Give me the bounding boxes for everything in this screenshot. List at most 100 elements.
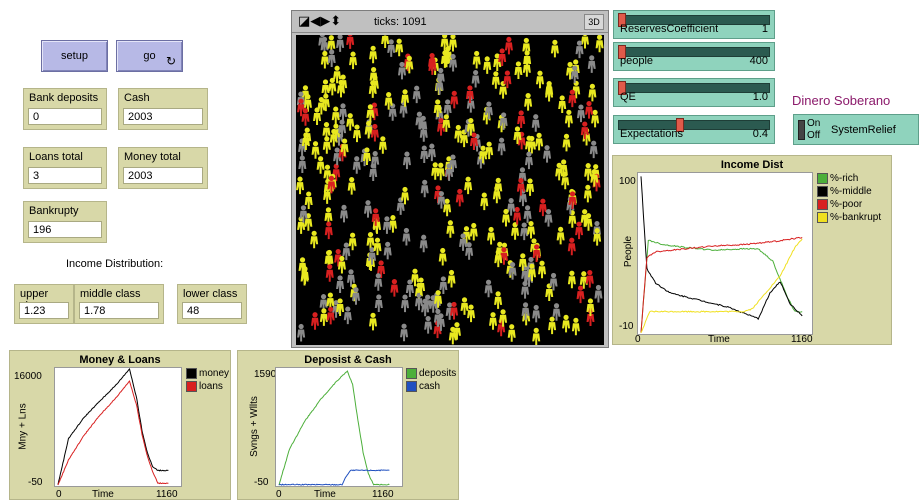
person-turtle [538, 198, 547, 217]
monitor-value: 3 [28, 167, 102, 184]
slider-knob[interactable] [618, 13, 626, 27]
x-axis-label: Time [314, 489, 336, 500]
qe-slider[interactable]: QE 1.0 [613, 78, 775, 107]
slider-knob[interactable] [618, 81, 626, 95]
slider-track[interactable] [618, 120, 770, 130]
person-turtle [465, 85, 474, 103]
person-turtle [310, 230, 319, 249]
person-turtle [522, 59, 531, 77]
person-turtle [362, 147, 371, 166]
go-button-label: go [143, 50, 156, 62]
person-turtle [340, 138, 349, 157]
bankrupty-monitor: Bankrupty 196 [23, 201, 107, 243]
person-turtle [452, 322, 461, 340]
person-turtle [585, 270, 594, 288]
person-turtle [513, 206, 522, 225]
legend-swatch [817, 212, 828, 223]
person-turtle [549, 272, 558, 291]
legend-swatch [817, 186, 828, 197]
slider-value: 1 [761, 23, 768, 35]
slider-value: 400 [749, 55, 768, 67]
bank-deposits-monitor: Bank deposits 0 [23, 88, 107, 130]
reserves-coefficient-slider[interactable]: ReservesCoefficient 1 [613, 10, 775, 39]
person-turtle [449, 53, 458, 72]
person-turtle [570, 65, 579, 84]
people-slider[interactable]: people 400 [613, 42, 775, 71]
legend-label: %-rich [830, 173, 859, 184]
money-total-monitor: Money total 2003 [118, 147, 208, 189]
system-relief-switch[interactable]: On Off SystemRelief [793, 114, 919, 145]
person-turtle [364, 200, 373, 218]
setup-button[interactable]: setup [41, 40, 108, 72]
view-controls-icon[interactable]: ◪◀▶⬍ [298, 13, 342, 28]
person-turtle [415, 111, 424, 130]
person-turtle [327, 175, 336, 194]
three-d-button[interactable]: 3D [584, 14, 604, 30]
person-turtle [443, 198, 452, 217]
person-turtle [523, 205, 532, 223]
money-legend: money loans [186, 367, 229, 393]
monitor-value: 0 [28, 108, 102, 125]
person-turtle [366, 104, 375, 122]
slider-track[interactable] [618, 83, 770, 93]
person-turtle [322, 121, 331, 140]
person-turtle [324, 221, 333, 240]
y-min-label: -10 [619, 321, 634, 332]
slider-label: people [620, 55, 654, 67]
person-turtle [538, 260, 547, 279]
series-line-deposits [278, 370, 390, 486]
person-turtle [297, 98, 306, 117]
person-turtle [395, 38, 404, 57]
person-turtle [524, 151, 533, 170]
x-axis-label: Time [92, 489, 114, 500]
person-turtle [545, 83, 554, 102]
slider-knob[interactable] [676, 118, 685, 132]
series-line-bankrupt [640, 238, 803, 334]
slider-knob[interactable] [618, 45, 626, 59]
money-plot-canvas [54, 367, 182, 487]
person-turtle [303, 94, 312, 112]
series-line-middle [640, 176, 803, 321]
expectations-slider[interactable]: Expectations 0.4 [613, 115, 775, 144]
person-turtle [301, 108, 310, 126]
person-turtle [492, 185, 501, 204]
person-turtle [585, 100, 594, 119]
person-turtle [429, 295, 438, 313]
person-turtle [504, 36, 513, 55]
monitor-value: 196 [28, 221, 102, 238]
legend-label: loans [199, 381, 223, 392]
income-legend: %-rich %-middle %-poor %-bankrupt [817, 172, 881, 224]
slider-label: ReservesCoefficient [620, 23, 719, 35]
person-turtle [328, 77, 337, 96]
monitor-label: lower class [183, 288, 238, 300]
go-button[interactable]: go ↻ [116, 40, 183, 72]
person-turtle [467, 304, 476, 323]
person-turtle [552, 303, 561, 321]
slider-label: Expectations [620, 128, 683, 140]
person-turtle [340, 204, 349, 223]
person-turtle [472, 50, 481, 69]
person-turtle [348, 232, 357, 251]
deposits-cash-plot: Deposist & Cash 15900 -50 Svngs + Wllts … [237, 350, 459, 500]
legend-swatch [817, 199, 828, 210]
person-turtle [499, 309, 508, 327]
world-canvas[interactable] [296, 35, 604, 345]
person-turtle [469, 132, 478, 151]
person-turtle [532, 304, 541, 323]
person-turtle [384, 92, 393, 110]
person-turtle [331, 106, 340, 125]
income-distribution-label: Income Distribution: [66, 258, 164, 270]
x-min-label: 0 [276, 489, 282, 500]
person-turtle [589, 140, 598, 159]
switch-toggle-icon[interactable] [798, 120, 805, 140]
person-turtle [575, 40, 584, 59]
y-max-label: 15900 [254, 369, 282, 380]
person-turtle [339, 74, 348, 93]
person-turtle [513, 126, 522, 144]
person-turtle [388, 215, 397, 233]
person-turtle [437, 191, 446, 209]
person-turtle [503, 70, 512, 89]
person-turtle [419, 234, 428, 253]
person-turtle [374, 294, 383, 313]
